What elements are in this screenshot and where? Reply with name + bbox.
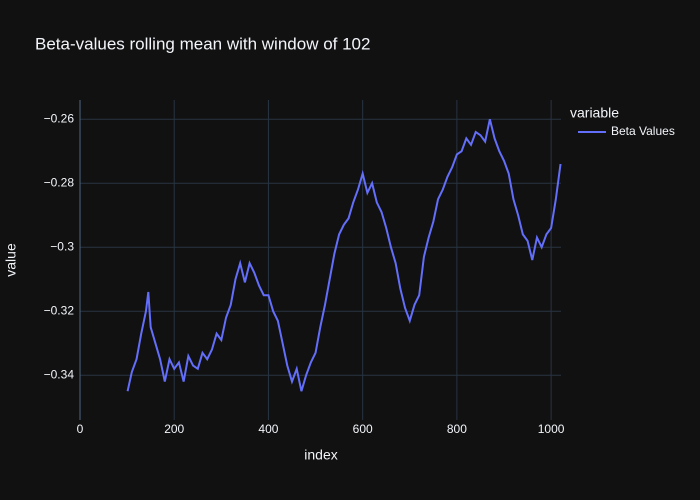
y-tick-label: −0.26 [44,111,75,125]
x-tick-label: 0 [77,422,84,436]
legend-label: Beta Values [611,124,675,138]
data-line [126,118,562,392]
y-tick-label: −0.3 [50,239,74,253]
x-tick-label: 1000 [538,422,565,436]
x-tick-label: 600 [353,422,373,436]
x-axis-title: index [304,447,337,463]
x-tick-label: 800 [447,422,467,436]
y-axis-title: value [3,243,19,277]
y-tick-label: −0.28 [44,175,75,189]
y-tick-label: −0.32 [44,303,75,317]
chart-title: Beta-values rolling mean with window of … [35,34,370,53]
y-tick-label: −0.34 [44,367,75,381]
x-tick-label: 400 [258,422,278,436]
x-tick-label: 200 [164,422,184,436]
legend-title: variable [570,105,619,121]
